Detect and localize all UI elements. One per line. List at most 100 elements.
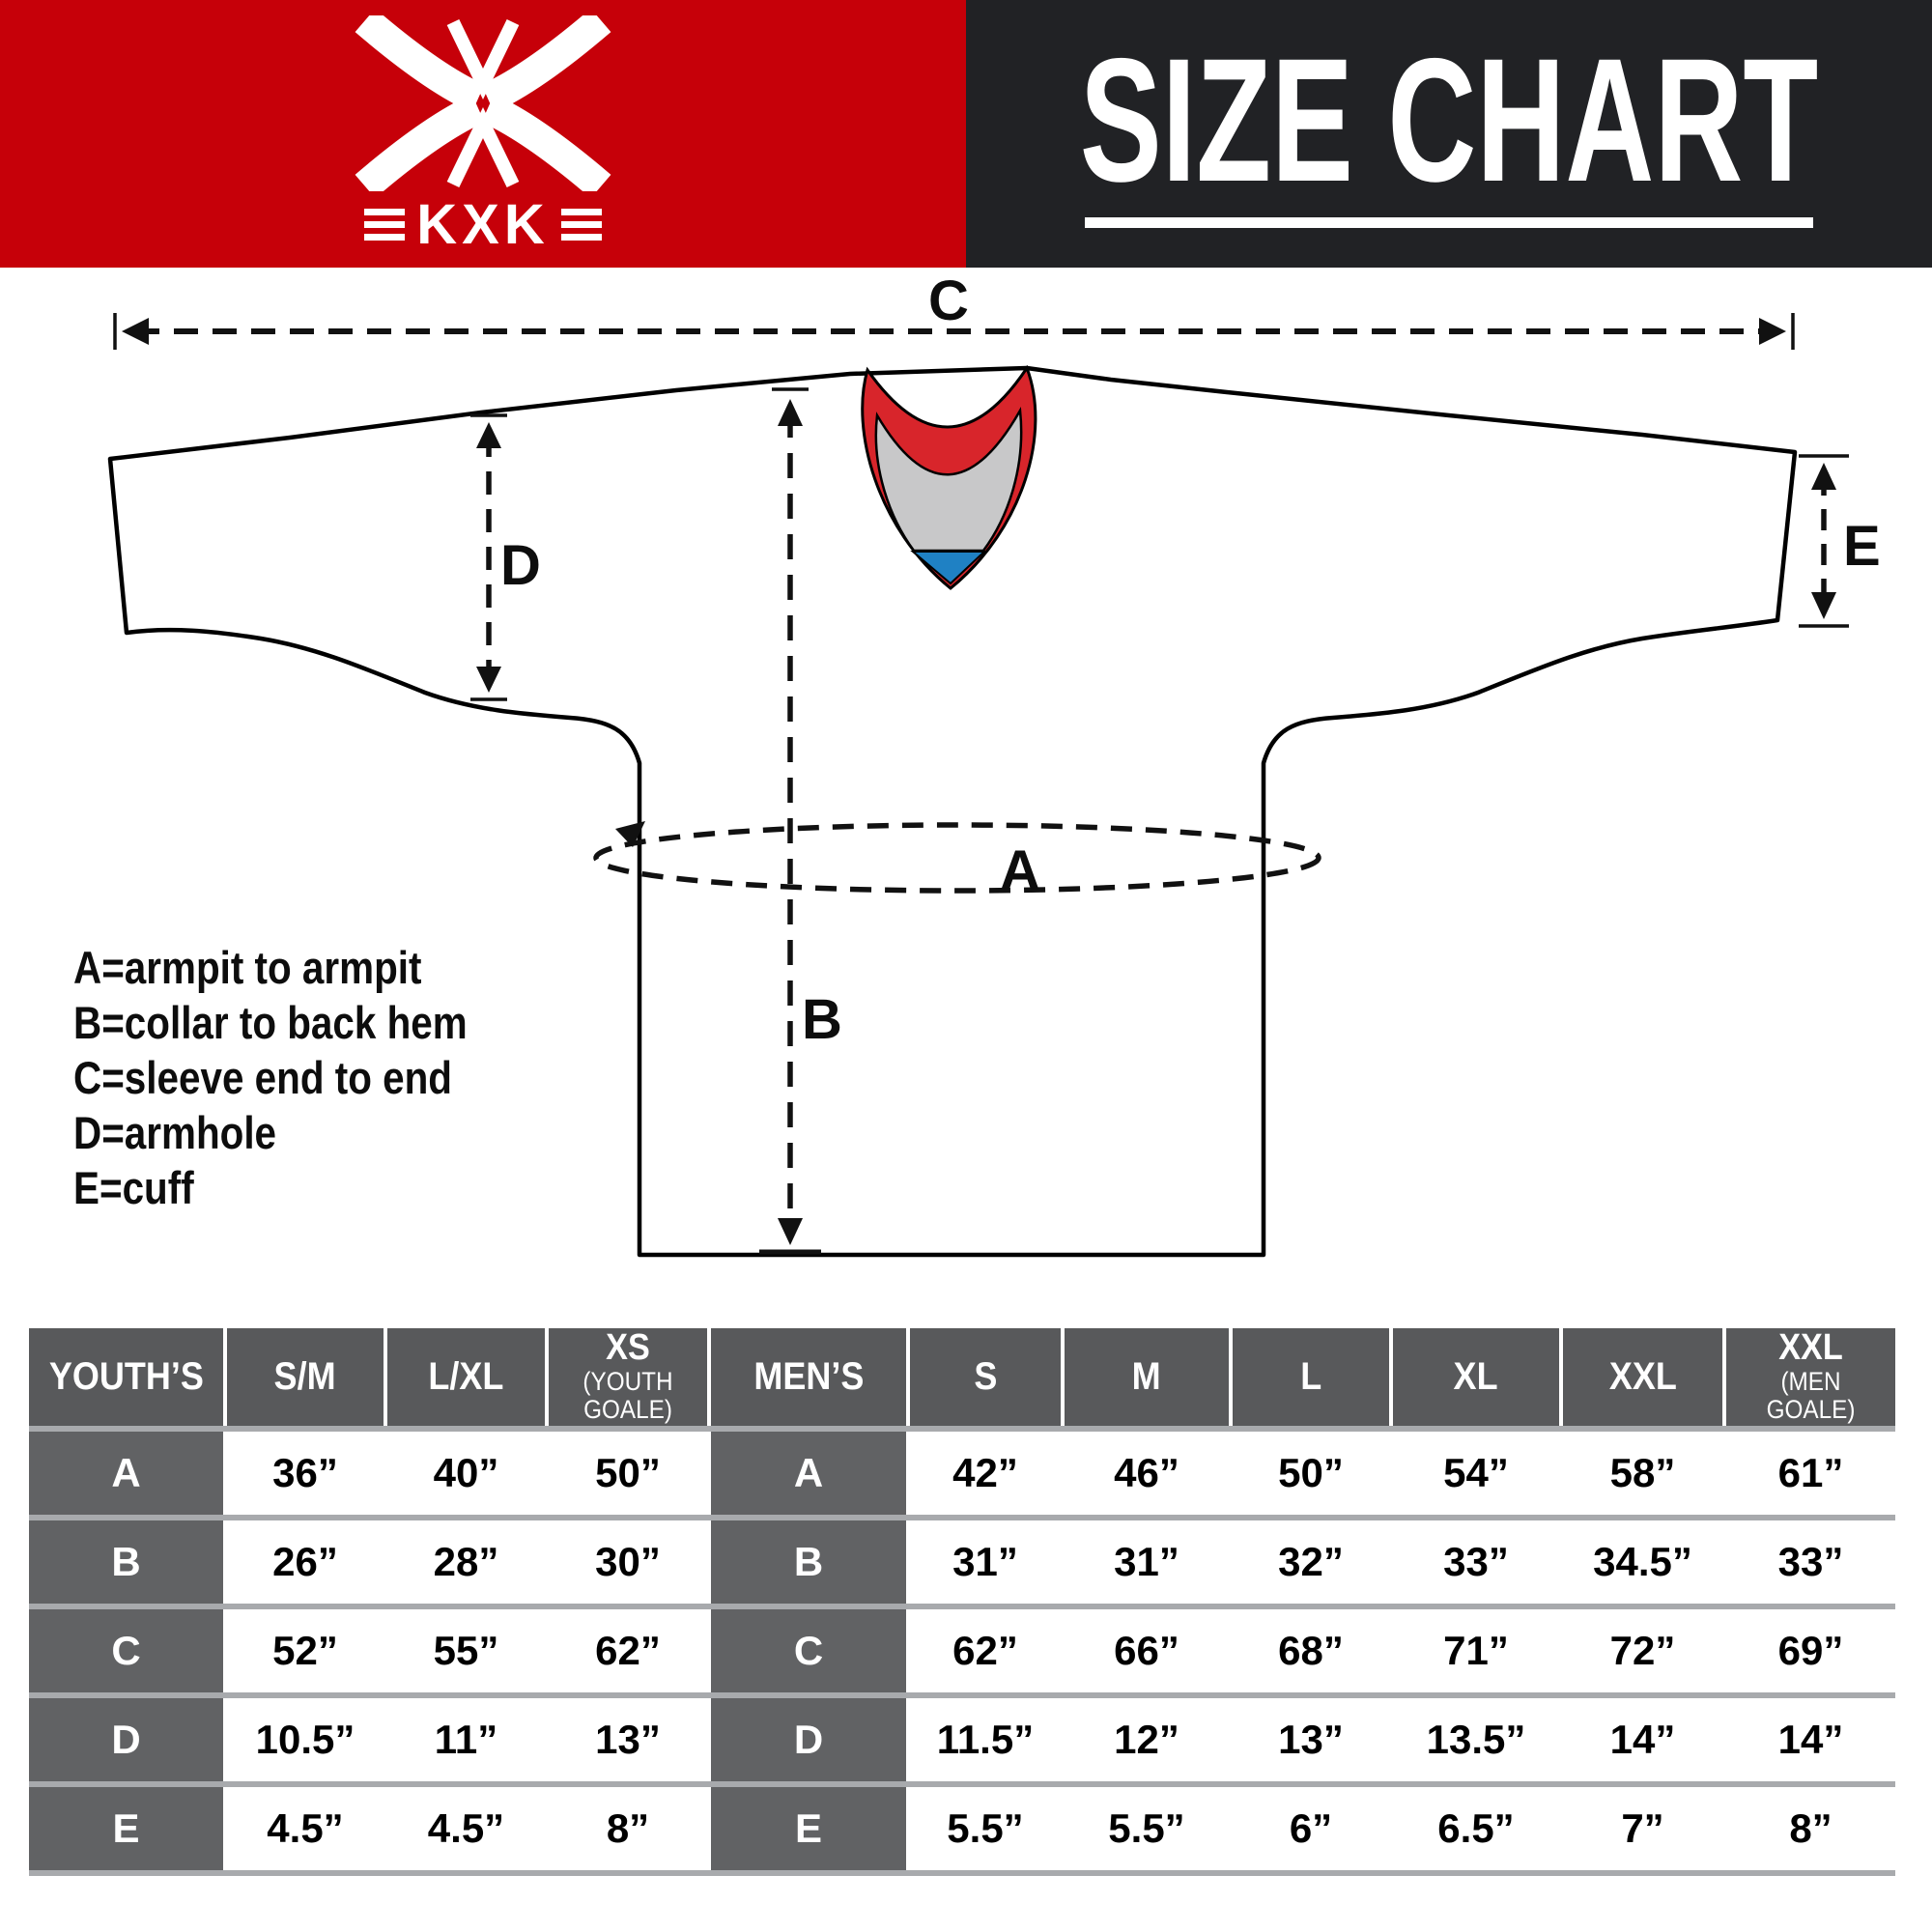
cell: 52” (225, 1606, 387, 1698)
kxk-logo-icon (355, 14, 611, 191)
row-label: C (29, 1606, 227, 1698)
col-header-m: M (1063, 1328, 1233, 1432)
row-label: B (29, 1518, 227, 1609)
arrowhead-c-right (1759, 318, 1786, 345)
brand-name: KXK (416, 192, 550, 256)
cell: 14” (1561, 1695, 1726, 1787)
row-label: A (29, 1429, 227, 1520)
measure-label-c: C (928, 270, 969, 332)
row-label: A (709, 1429, 910, 1520)
cell: 31” (908, 1518, 1065, 1609)
col-header-xs-youth-goalie: XS (YOUTH GOALE) (547, 1328, 711, 1432)
title-underline (1085, 216, 1813, 228)
cell: 13” (547, 1695, 711, 1787)
cell: 66” (1063, 1606, 1233, 1698)
jersey-outline (107, 365, 1798, 1258)
jersey-diagram: C D B A (0, 268, 1932, 1328)
legend-line-c: C=sleeve end to end (73, 1052, 452, 1103)
col-header-mens: MEN’S (709, 1328, 910, 1432)
cell: 32” (1231, 1518, 1393, 1609)
jersey-diagram-svg: C D B A (107, 270, 1881, 1258)
cell: 8” (1724, 1784, 1895, 1876)
col-header-s: S (908, 1328, 1065, 1432)
cell: 12” (1063, 1695, 1233, 1787)
cell: 34.5” (1561, 1518, 1726, 1609)
cell: 28” (385, 1518, 549, 1609)
cell: 72” (1561, 1606, 1726, 1698)
cell: 5.5” (908, 1784, 1065, 1876)
cell: 50” (1231, 1429, 1393, 1520)
measure-d-arrow (470, 413, 507, 701)
cell: 50” (547, 1429, 711, 1520)
measurement-legend: A=armpit to armpit B=collar to back hem … (73, 940, 468, 1215)
measure-label-a: A (1000, 839, 1040, 902)
size-table: YOUTH’S S/M L/XL XS (YOUTH GOALE) MEN’S … (29, 1328, 1895, 1876)
row-label: B (709, 1518, 910, 1609)
cell: 11.5” (908, 1695, 1065, 1787)
cell: 36” (225, 1429, 387, 1520)
cell: 30” (547, 1518, 711, 1609)
kxk-logo-text-row: KXK (364, 192, 602, 256)
measure-c-arrow (113, 313, 1795, 350)
cell: 62” (908, 1606, 1065, 1698)
page-title: SIZE CHART (1079, 21, 1819, 219)
table-row-e: E 4.5” 4.5” 8” E 5.5” 5.5” 6” 6.5” 7” 8” (29, 1784, 1895, 1876)
table-row-c: C 52” 55” 62” C 62” 66” 68” 71” 72” 69” (29, 1606, 1895, 1698)
table-row-b: B 26” 28” 30” B 31” 31” 32” 33” 34.5” 33… (29, 1518, 1895, 1609)
legend-line-b: B=collar to back hem (73, 997, 468, 1048)
brand-panel: KXK (0, 0, 966, 268)
cell: 58” (1561, 1429, 1726, 1520)
cell: 54” (1391, 1429, 1563, 1520)
cell: 68” (1231, 1606, 1393, 1698)
cell: 42” (908, 1429, 1065, 1520)
cell: 69” (1724, 1606, 1895, 1698)
logo-bars-right-icon (560, 209, 602, 241)
measure-e-arrow (1799, 454, 1849, 628)
arrowhead-e-bottom (1811, 592, 1836, 619)
cell: 40” (385, 1429, 549, 1520)
cell: 11” (385, 1695, 549, 1787)
measure-a-ellipse (593, 822, 1321, 894)
logo-bars-left-icon (364, 209, 406, 241)
col-header-xxl: XXL (1561, 1328, 1726, 1432)
measure-label-b: B (802, 988, 842, 1051)
cell: 7” (1561, 1784, 1726, 1876)
row-label: D (29, 1695, 227, 1787)
cell: 14” (1724, 1695, 1895, 1787)
table-row-a: A 36” 40” 50” A 42” 46” 50” 54” 58” 61” (29, 1429, 1895, 1520)
measure-b-arrow (759, 387, 821, 1255)
row-label: E (709, 1784, 910, 1876)
title-panel: SIZE CHART (966, 0, 1932, 268)
table-header-row: YOUTH’S S/M L/XL XS (YOUTH GOALE) MEN’S … (29, 1328, 1895, 1432)
cell: 8” (547, 1784, 711, 1876)
cell: 31” (1063, 1518, 1233, 1609)
collar-inner (874, 407, 1023, 553)
row-label: D (709, 1695, 910, 1787)
col-header-youths: YOUTH’S (29, 1328, 227, 1432)
collar-tip (910, 551, 987, 585)
cell: 61” (1724, 1429, 1895, 1520)
cell: 26” (225, 1518, 387, 1609)
col-header-l: L (1231, 1328, 1393, 1432)
cell: 10.5” (225, 1695, 387, 1787)
kxk-logo: KXK (324, 14, 642, 256)
arrowhead-d-top (476, 422, 501, 448)
arrowhead-a (615, 821, 645, 847)
arrowhead-b-bottom (778, 1218, 803, 1245)
cell: 4.5” (385, 1784, 549, 1876)
col-header-lxl: L/XL (385, 1328, 549, 1432)
arrowhead-e-top (1811, 463, 1836, 490)
legend-line-d: D=armhole (73, 1107, 277, 1158)
cell: 6” (1231, 1784, 1393, 1876)
legend-line-e: E=cuff (73, 1162, 194, 1213)
measure-label-d: D (500, 534, 541, 597)
arrowhead-c-left (122, 318, 149, 345)
cell: 33” (1724, 1518, 1895, 1609)
arrowhead-b-top (778, 399, 803, 426)
cell: 13” (1231, 1695, 1393, 1787)
col-header-xl: XL (1391, 1328, 1563, 1432)
cell: 33” (1391, 1518, 1563, 1609)
cell: 55” (385, 1606, 549, 1698)
top-banner: KXK SIZE CHART (0, 0, 1932, 268)
